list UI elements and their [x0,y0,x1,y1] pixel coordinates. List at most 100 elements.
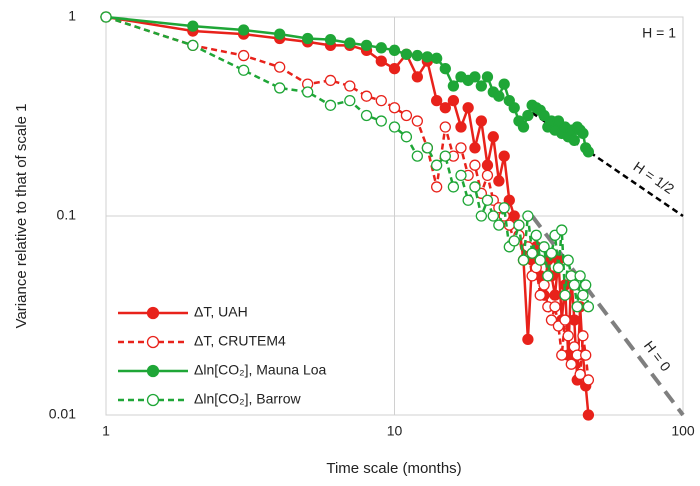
data-point [487,131,499,143]
data-point [411,115,423,127]
data-point [237,64,250,76]
data-point [447,181,460,193]
data-point [439,63,451,75]
data-point [237,24,250,36]
data-point [475,115,487,127]
data-point [493,90,505,102]
data-point [462,194,474,206]
data-point [344,94,356,107]
legend-marker [146,335,160,349]
x-tick-label: 1 [102,423,110,439]
annotation: H = 1 [642,25,676,41]
data-point [411,150,423,162]
data-point [447,80,460,92]
data-point [508,235,520,247]
data-point [549,289,561,301]
data-point [324,99,337,111]
y-tick-label: 1 [68,8,76,24]
legend-label: ΔT, CRUTEM4 [194,333,286,349]
data-point [462,102,474,114]
series-line [105,15,590,381]
data-point [508,210,520,222]
legend-label: ΔT, UAH [194,304,248,320]
y-tick-label: 0.01 [49,406,76,422]
data-point [498,202,510,214]
data-point [503,194,515,206]
data-point [582,409,595,421]
data-point [498,78,510,90]
data-point [508,102,520,114]
data-point [469,181,481,193]
data-point [455,121,467,133]
data-point [493,175,505,187]
x-axis-label: Time scale (months) [326,460,461,477]
data-point [100,11,112,23]
data-point [522,109,534,122]
data-point [421,142,434,154]
data-point [475,210,487,222]
data-point [388,63,401,75]
data-point [344,37,356,49]
data-point [447,94,460,107]
data-point [187,20,199,32]
data-point [577,127,589,140]
data-point [324,33,337,46]
x-tick-label: 10 [387,423,403,439]
data-point [481,194,494,206]
data-point [498,150,510,162]
data-point [375,115,387,127]
reference-label: H = 1/2 [631,158,678,197]
data-point [274,28,286,40]
data-point [481,159,494,171]
data-point [580,349,592,361]
legend-label: Δln[CO₂], Barrow [194,391,301,407]
data-point [324,74,337,87]
data-point [360,90,373,102]
data-point [582,146,595,158]
data-point [475,80,487,92]
data-point [552,262,565,274]
data-point [360,109,373,122]
data-point [574,368,586,381]
data-point [469,142,481,154]
data-point [302,86,314,98]
data-point [375,94,387,107]
reference-line [530,214,685,417]
data-point [274,82,286,94]
data-point [421,51,434,63]
data-point [542,270,554,282]
data-point [568,134,580,146]
data-point [302,32,314,45]
data-point [344,80,356,92]
data-point [526,247,538,259]
data-point [565,358,577,370]
data-point [556,349,568,361]
legend-marker [146,393,160,407]
data-point [559,289,571,301]
data-point [431,181,443,193]
data-point [274,61,286,73]
data-point [562,330,574,342]
data-point [517,121,530,133]
data-point [439,102,451,114]
data-point [375,55,387,67]
data-point [400,109,413,122]
legend-marker [146,306,160,320]
data-point [411,49,423,62]
data-point [582,374,595,386]
data-point [439,150,451,162]
data-point [577,330,589,342]
data-point [568,279,580,291]
data-point [513,219,525,231]
data-point [577,289,589,301]
data-point [469,71,481,83]
x-tick-label: 100 [671,423,695,439]
data-point [481,71,494,83]
data-point [571,301,583,313]
data-point [568,314,580,326]
data-point [400,131,413,143]
data-point [574,270,586,282]
data-point [360,39,373,52]
data-point [580,279,592,291]
legend-label: Δln[CO₂], Mauna Loa [194,362,327,378]
